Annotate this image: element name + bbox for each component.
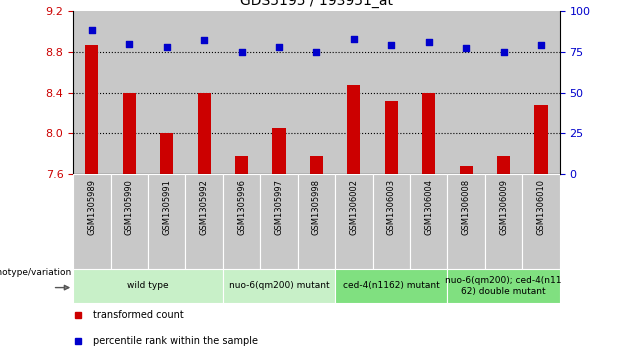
Text: GSM1306008: GSM1306008 [462,179,471,235]
Text: percentile rank within the sample: percentile rank within the sample [93,336,258,346]
Bar [410,174,447,269]
Bar [198,93,211,174]
Text: GSM1305991: GSM1305991 [162,179,171,235]
Point [461,45,471,51]
Bar [272,128,286,174]
Bar [148,174,186,269]
Text: GSM1305996: GSM1305996 [237,179,246,235]
Bar [347,85,361,174]
Text: GSM1305989: GSM1305989 [87,179,96,235]
Text: GSM1305992: GSM1305992 [200,179,209,235]
Point [312,49,321,54]
Text: GSM1305998: GSM1305998 [312,179,321,235]
Bar [160,134,173,174]
Text: wild type: wild type [127,281,169,290]
Title: GDS5195 / 193951_at: GDS5195 / 193951_at [240,0,393,8]
Bar [497,156,510,174]
Text: ced-4(n1162) mutant: ced-4(n1162) mutant [343,281,439,290]
Bar [447,269,560,303]
Text: nuo-6(qm200); ced-4(n11
62) double mutant: nuo-6(qm200); ced-4(n11 62) double mutan… [445,276,562,295]
Bar [235,156,248,174]
Text: GSM1306002: GSM1306002 [349,179,358,235]
Bar [373,174,410,269]
Text: GSM1306003: GSM1306003 [387,179,396,235]
Point [499,49,509,54]
Point [536,42,546,48]
Bar [260,174,298,269]
Point [386,42,396,48]
Text: GSM1306004: GSM1306004 [424,179,433,235]
Bar [123,93,136,174]
Bar [310,156,323,174]
Text: GSM1305990: GSM1305990 [125,179,134,235]
Bar [223,269,335,303]
Point [424,39,434,45]
Bar [460,166,473,174]
Bar [73,269,223,303]
Bar [522,174,560,269]
Text: GSM1306010: GSM1306010 [537,179,546,235]
Bar [73,174,111,269]
Bar [298,174,335,269]
Text: GSM1306009: GSM1306009 [499,179,508,235]
Point [237,49,247,54]
Bar [485,174,522,269]
Point [274,44,284,50]
Point [199,37,209,43]
Point [349,36,359,41]
Bar [111,174,148,269]
Bar [186,174,223,269]
Bar [447,174,485,269]
Bar [385,101,398,174]
Bar [422,93,435,174]
Bar [335,269,447,303]
Text: transformed count: transformed count [93,310,183,320]
Bar [335,174,373,269]
Point [124,41,134,46]
Bar [534,105,548,174]
Bar [85,45,99,174]
Point [86,28,97,33]
Point [162,44,172,50]
Text: GSM1305997: GSM1305997 [275,179,284,235]
Text: genotype/variation: genotype/variation [0,268,72,277]
Text: nuo-6(qm200) mutant: nuo-6(qm200) mutant [229,281,329,290]
Bar [223,174,260,269]
